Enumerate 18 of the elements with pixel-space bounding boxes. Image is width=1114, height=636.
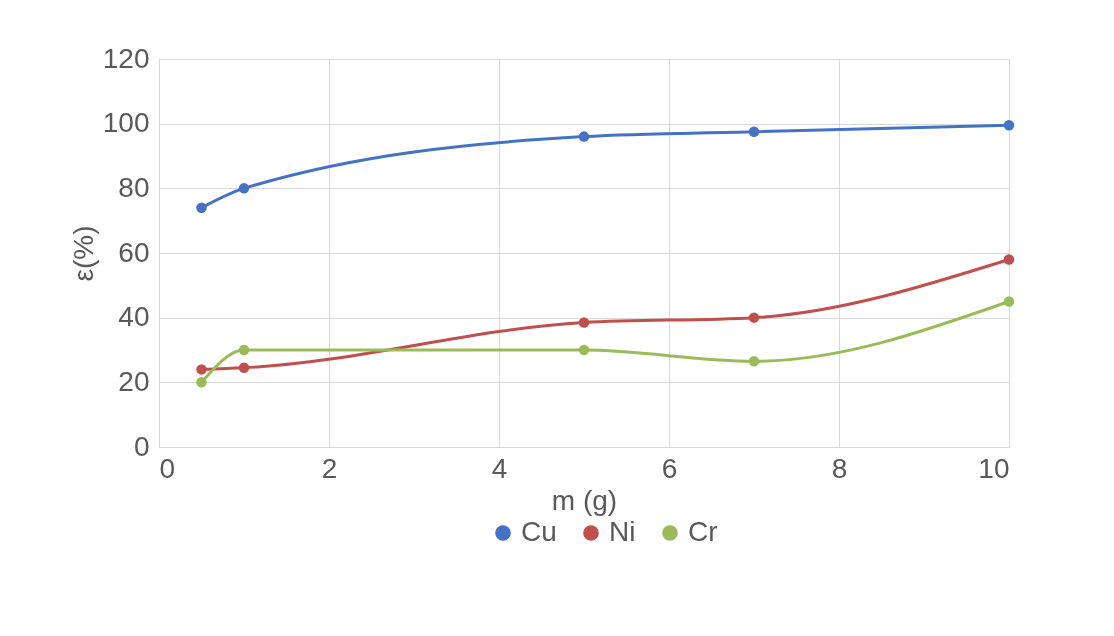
y-tick-label: 100 bbox=[102, 107, 150, 139]
y-tick-label: 0 bbox=[133, 430, 150, 462]
y-tick-label: 80 bbox=[118, 171, 150, 203]
x-tick-label: 2 bbox=[321, 452, 338, 484]
legend-label: Ni bbox=[609, 516, 636, 547]
x-tick-label: 0 bbox=[159, 452, 176, 484]
y-tick-label: 40 bbox=[118, 301, 150, 333]
x-axis-title: m (g) bbox=[551, 484, 618, 516]
x-tick-label: 8 bbox=[831, 452, 848, 484]
x-tick-label: 6 bbox=[661, 452, 678, 484]
x-tick-label: 4 bbox=[491, 452, 508, 484]
y-axis-title: ε(%) bbox=[67, 225, 99, 282]
x-tick-label: 10 bbox=[978, 452, 1010, 484]
legend-label: Cu bbox=[521, 516, 557, 547]
y-tick-label: 60 bbox=[118, 236, 150, 268]
y-tick-label: 20 bbox=[118, 365, 150, 397]
legend-label: Cr bbox=[688, 516, 718, 547]
y-tick-label: 120 bbox=[102, 42, 150, 74]
